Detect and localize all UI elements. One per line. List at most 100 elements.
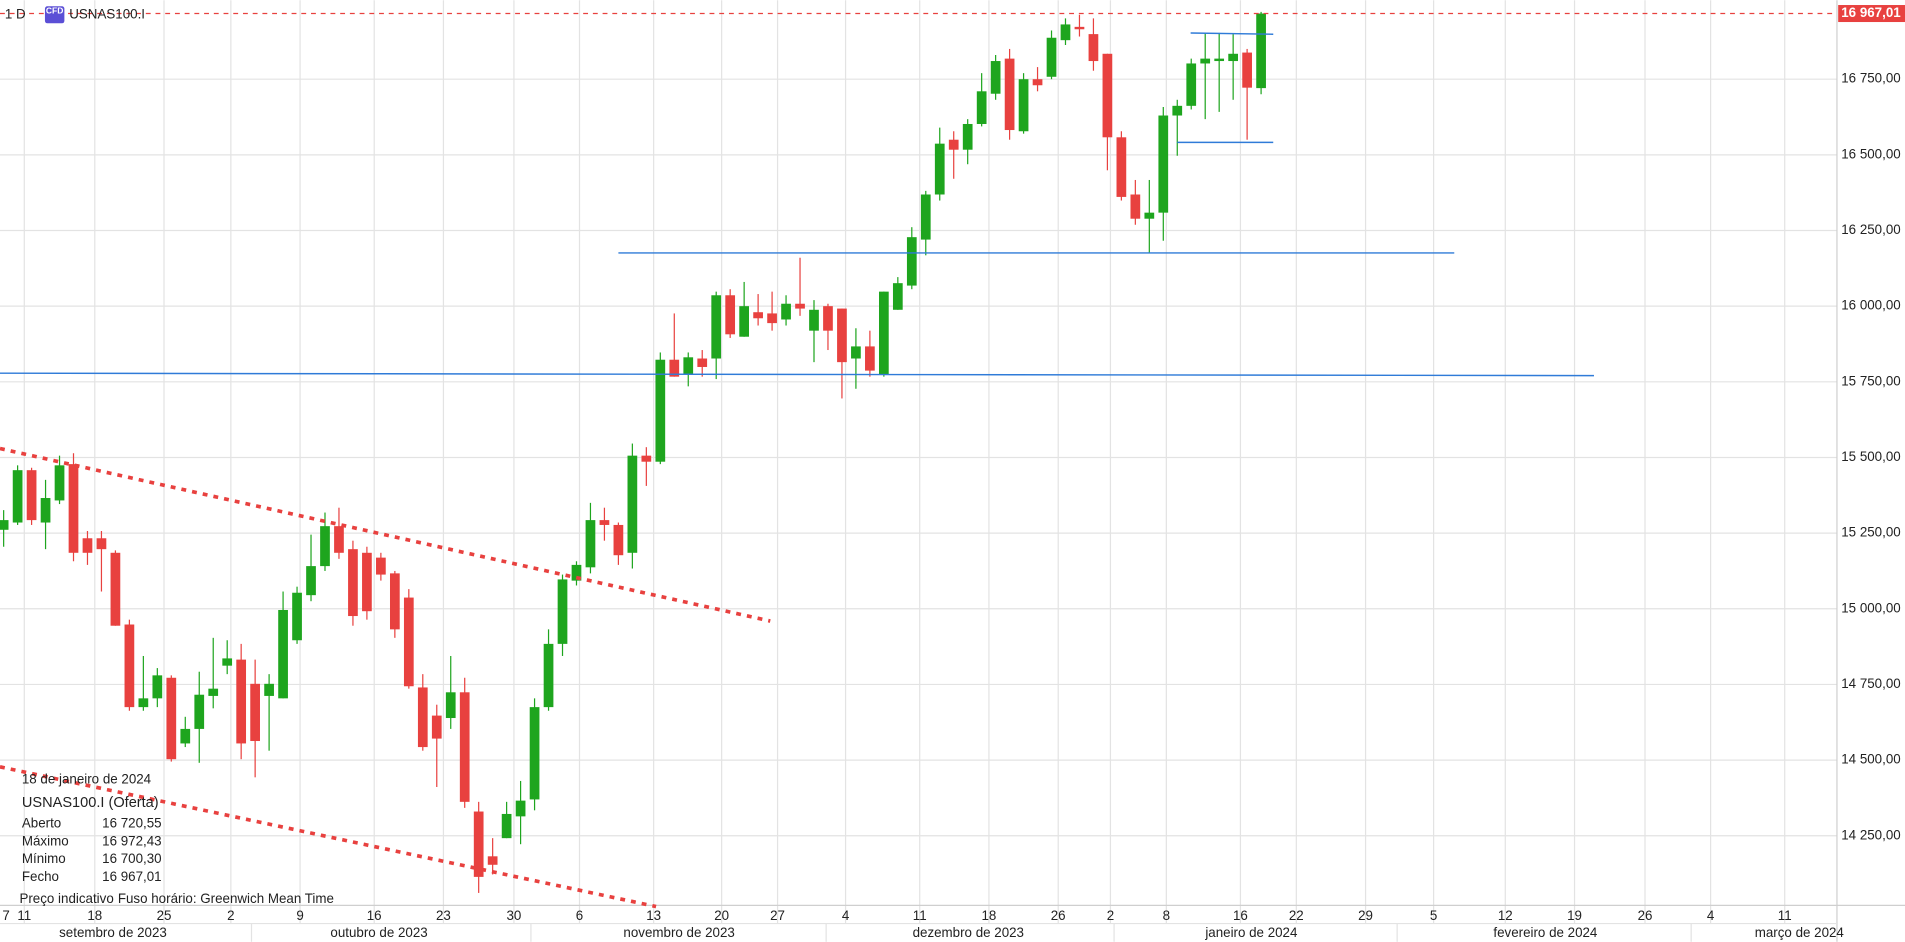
candle-body — [795, 303, 805, 309]
candle-body — [166, 677, 177, 760]
candle-body — [110, 552, 121, 626]
x-tick-label: 5 — [1430, 908, 1437, 923]
x-tick-label: 22 — [1289, 908, 1304, 923]
x-tick-label: 20 — [714, 908, 729, 923]
candle-body — [1172, 105, 1183, 116]
trend-line — [0, 446, 771, 623]
candle-body — [292, 592, 302, 641]
month-label: fevereiro de 2024 — [1493, 925, 1598, 940]
candle-body — [1256, 13, 1266, 89]
candle-body — [236, 659, 247, 744]
candle-body — [12, 470, 23, 523]
candle-body — [1144, 212, 1155, 219]
candle-body — [1186, 63, 1197, 106]
x-tick-label: 2 — [1107, 908, 1114, 923]
candle-body — [208, 688, 219, 696]
footer: Fuso horário: Greenwich Mean Time — [118, 891, 334, 906]
x-tick-label: 12 — [1498, 908, 1513, 923]
month-label: novembro de 2023 — [623, 925, 734, 940]
candle-body — [501, 813, 512, 839]
x-tick-label: 25 — [157, 908, 172, 923]
x-tick-label: 27 — [770, 908, 785, 923]
x-tick-label: 29 — [1358, 908, 1373, 923]
tooltip-label: Mínimo — [22, 851, 66, 866]
last-price-box — [1838, 5, 1905, 23]
candle-body — [1046, 37, 1057, 77]
x-tick-label: 13 — [646, 908, 661, 923]
candle-body — [753, 312, 763, 319]
x-tick-label: 30 — [506, 908, 521, 923]
candle-body — [739, 306, 750, 337]
candle-body — [823, 306, 833, 331]
candle-body — [892, 283, 903, 310]
candle-body — [1130, 194, 1141, 219]
grid — [0, 0, 1837, 942]
candle-body — [990, 61, 1001, 94]
candle-body — [599, 520, 610, 525]
candle-body — [417, 687, 428, 748]
symbol[interactable]: USNAS100.I — [69, 6, 145, 21]
candle-body — [557, 579, 568, 644]
candle-body — [376, 557, 386, 575]
candle-body — [669, 359, 680, 377]
candle-body — [306, 566, 316, 596]
y-tick-label: 16 250,00 — [1841, 222, 1900, 237]
trend-line — [0, 765, 657, 909]
drawings — [0, 32, 1594, 909]
candle-body — [26, 470, 37, 521]
candle-body — [948, 139, 959, 150]
candle-body — [194, 694, 205, 729]
y-tick-label: 16 500,00 — [1841, 146, 1900, 161]
candle-body — [264, 683, 274, 696]
candle-body — [1088, 34, 1099, 62]
candle-body — [0, 520, 9, 530]
candle-body — [40, 498, 51, 523]
candle-body — [781, 303, 791, 320]
month-label: janeiro de 2024 — [1204, 925, 1298, 940]
candle-body — [641, 455, 652, 462]
x-tick-label: 8 — [1163, 908, 1170, 923]
y-tick-label: 16 750,00 — [1841, 71, 1900, 86]
x-tick-label: 7 — [2, 908, 9, 923]
candle-body — [96, 538, 107, 550]
month-label: outubro de 2023 — [330, 925, 427, 940]
candle-body — [809, 309, 819, 331]
y-tick-label: 16 000,00 — [1841, 298, 1900, 313]
candle-body — [906, 237, 917, 286]
candle-body — [222, 658, 233, 666]
x-tick-label: 11 — [1778, 908, 1792, 923]
y-tick-label: 14 250,00 — [1841, 827, 1900, 842]
candle-body — [725, 295, 736, 335]
candle-body — [445, 692, 456, 719]
candle-body — [711, 295, 722, 359]
candle-body — [1060, 24, 1071, 41]
candle-body — [851, 346, 861, 359]
tooltip-value: 16 972,43 — [102, 833, 161, 848]
candle-body — [1214, 58, 1225, 62]
candle-body — [278, 609, 288, 699]
candle-body — [459, 692, 470, 802]
candle-body — [878, 291, 889, 375]
candle-body — [976, 91, 987, 124]
y-tick-label: 14 750,00 — [1841, 676, 1900, 691]
tooltip-label: Aberto — [22, 815, 61, 830]
x-tick-label: 4 — [1707, 908, 1715, 923]
tooltip-title: USNAS100.I (Oferta) — [22, 795, 159, 811]
badge-bg — [44, 6, 65, 24]
tooltip-date: 18 de janeiro de 2024 — [22, 772, 152, 787]
candle-body — [697, 358, 708, 367]
candle-body — [362, 552, 372, 612]
last-price-label: 16 967,01 — [1841, 5, 1901, 20]
x-tick-label: 9 — [296, 908, 303, 923]
candle-body — [348, 549, 358, 617]
x-tick-label: 26 — [1051, 908, 1066, 923]
tooltip: 18 de janeiro de 2024 USNAS100.I (Oferta… — [19, 772, 333, 906]
y-tick-label: 14 500,00 — [1841, 752, 1900, 767]
y-tick-label: 15 500,00 — [1841, 449, 1900, 464]
candle-body — [1158, 115, 1169, 213]
interval: 1 D — [5, 6, 26, 21]
candle-body — [683, 357, 694, 375]
x-tick-label: 18 — [87, 908, 102, 923]
month-label: dezembro de 2023 — [913, 925, 1024, 940]
